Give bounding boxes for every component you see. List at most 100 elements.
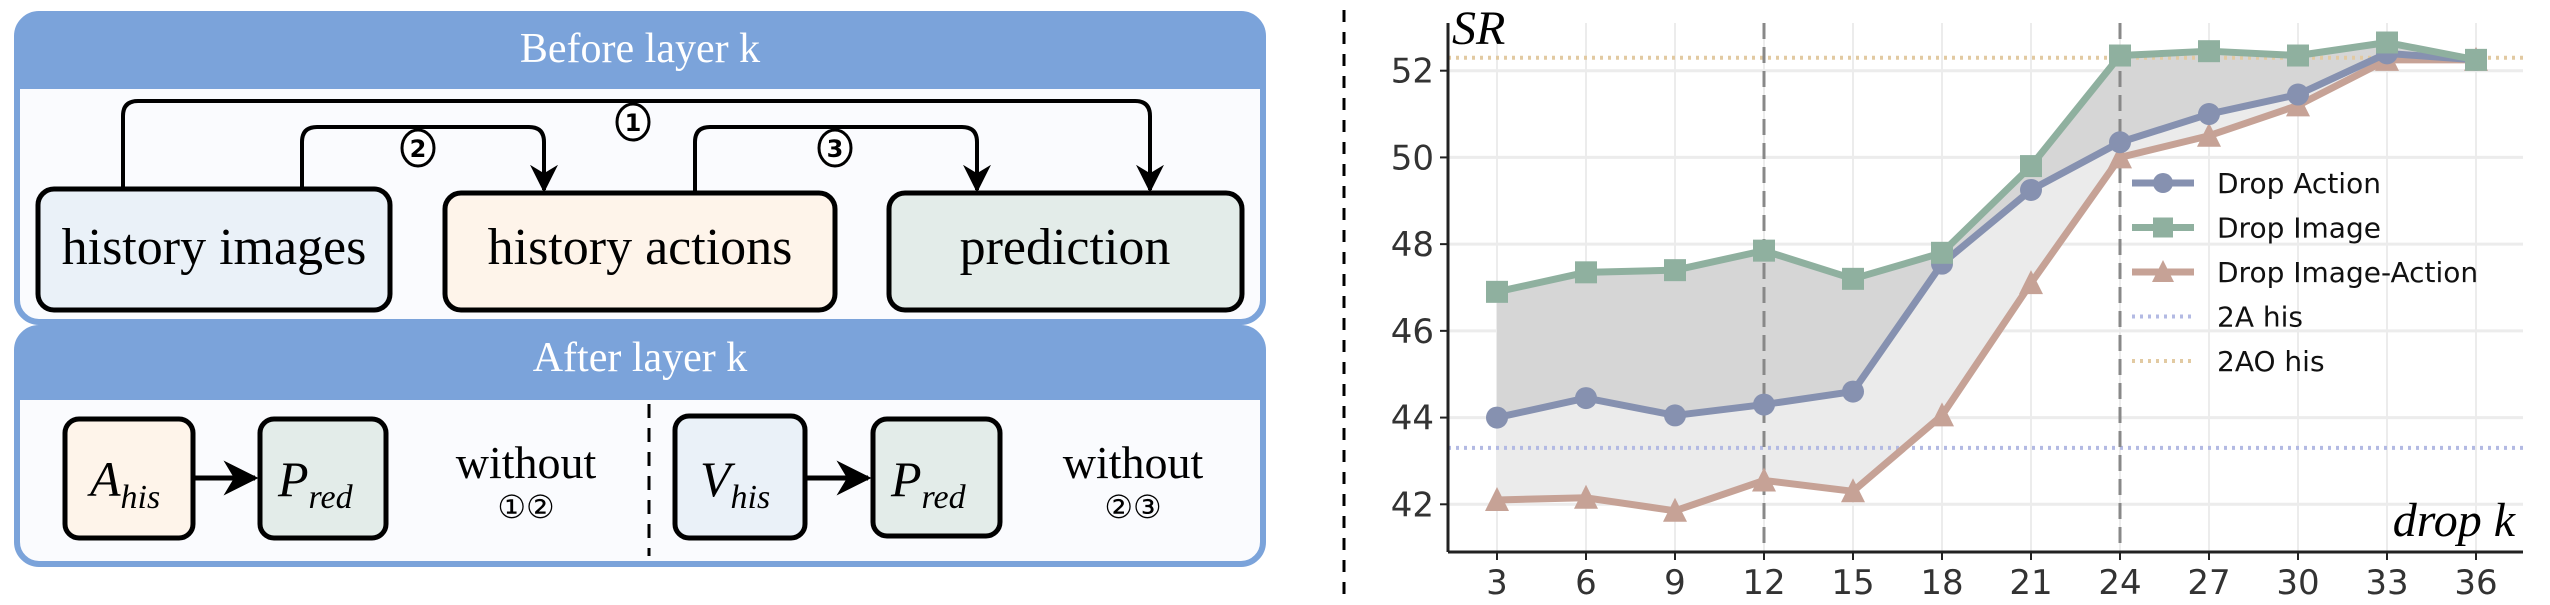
legend-marker — [2152, 260, 2174, 282]
point-drop-image — [2465, 48, 2487, 71]
x-tick-label: 36 — [2454, 563, 2497, 603]
svg-text:Ahis: Ahis — [87, 451, 160, 516]
legend-label: Drop Action — [2217, 167, 2381, 200]
point-drop-image-action — [1485, 486, 1509, 511]
point-drop-image-action — [1663, 497, 1687, 522]
point-drop-action — [2198, 103, 2220, 126]
after-panel: After layer k Ahis Pred without ①② Vhis … — [14, 325, 1266, 567]
legend-item: Drop Image-Action — [2132, 256, 2478, 289]
svg-text:history actions: history actions — [488, 219, 793, 276]
y-axis-label: SR — [1452, 2, 1505, 55]
x-tick-label: 21 — [2009, 563, 2052, 603]
svg-text:Pred: Pred — [277, 451, 354, 516]
fill-image-vs-action — [1497, 42, 2476, 418]
x-tick-label: 27 — [2187, 563, 2230, 603]
point-drop-image — [1486, 280, 1508, 303]
point-drop-image — [2109, 44, 2131, 67]
point-drop-action — [1486, 406, 1508, 429]
x-tick-label: 30 — [2276, 563, 2319, 603]
x-tick-label: 3 — [1486, 563, 1508, 603]
x-tick-label: 6 — [1575, 563, 1597, 603]
without-left-markers: ①② — [497, 488, 554, 526]
without-right: without — [1063, 437, 1204, 488]
point-drop-image-action — [1930, 402, 1954, 427]
box-history-images: history images — [35, 186, 393, 313]
box-p-red-right: Pred — [870, 416, 1003, 539]
legend-item: 2A his — [2132, 301, 2303, 334]
y-tick-label: 42 — [1391, 485, 1434, 525]
svg-text:Vhis: Vhis — [700, 451, 770, 516]
point-drop-image-action — [1752, 467, 1776, 492]
point-drop-image — [2376, 31, 2398, 54]
legend-label: 2A his — [2217, 301, 2303, 334]
point-drop-image-action — [2197, 122, 2221, 147]
marker-2: 2 — [400, 128, 436, 168]
svg-text:history images: history images — [62, 219, 367, 276]
series-line-drop-image-action — [1496, 56, 2476, 515]
point-drop-image-action — [2108, 144, 2132, 169]
legend-item: Drop Action — [2132, 167, 2381, 200]
marker-1: 1 — [615, 102, 651, 142]
box-p-red-left: Pred — [257, 416, 389, 541]
point-drop-action — [1842, 380, 1864, 403]
box-v-his: Vhis — [672, 413, 808, 541]
svg-text:Pred: Pred — [890, 451, 967, 516]
point-drop-action — [1753, 393, 1775, 416]
point-drop-image — [1931, 241, 1953, 264]
arrow-2 — [300, 125, 558, 193]
legend-label: 2AO his — [2217, 345, 2325, 378]
before-panel: Before layer k 1 2 3 history images hist… — [14, 11, 1266, 325]
x-tick-label: 9 — [1664, 563, 1686, 603]
legend-item: Drop Image — [2132, 212, 2381, 245]
x-axis-label: drop k — [2393, 494, 2517, 547]
point-drop-action — [1664, 404, 1686, 427]
svg-text:1: 1 — [625, 109, 642, 137]
y-tick-label: 46 — [1391, 312, 1434, 352]
svg-text:3: 3 — [827, 135, 844, 163]
y-tick-label: 50 — [1391, 138, 1434, 178]
point-drop-image — [1575, 261, 1597, 284]
svg-text:prediction: prediction — [960, 219, 1171, 276]
x-tick-label: 15 — [1831, 563, 1874, 603]
x-tick-label: 33 — [2365, 563, 2408, 603]
point-drop-image-action — [1574, 484, 1598, 509]
marker-3: 3 — [817, 128, 853, 168]
point-drop-image — [1753, 239, 1775, 262]
point-drop-action — [2020, 178, 2042, 201]
x-tick-label: 12 — [1742, 563, 1785, 603]
point-drop-image — [2198, 40, 2220, 63]
y-tick-label: 52 — [1391, 52, 1434, 92]
x-tick-label: 24 — [2098, 563, 2141, 603]
box-history-actions: history actions — [442, 190, 838, 313]
after-title: After layer k — [533, 335, 748, 381]
legend-label: Drop Image-Action — [2217, 256, 2478, 289]
arrow-3 — [693, 125, 991, 193]
point-drop-action — [2109, 131, 2131, 154]
point-drop-image — [2287, 44, 2309, 67]
legend-marker — [2153, 217, 2173, 238]
point-drop-image-action — [2019, 270, 2043, 295]
legend-item: 2AO his — [2132, 345, 2325, 378]
y-tick-label: 48 — [1391, 225, 1434, 265]
without-left: without — [456, 437, 597, 488]
point-drop-action — [2287, 83, 2309, 106]
box-a-his: Ahis — [62, 416, 196, 541]
point-drop-image — [1664, 259, 1686, 282]
legend-marker — [2153, 173, 2173, 193]
point-drop-image-action — [1841, 478, 1865, 503]
svg-text:2: 2 — [410, 135, 427, 163]
series-line-drop-image — [1496, 39, 2477, 296]
before-title: Before layer k — [520, 26, 760, 72]
y-tick-label: 44 — [1391, 399, 1434, 439]
point-drop-image — [2020, 155, 2042, 178]
without-right-markers: ②③ — [1104, 488, 1161, 526]
legend-label: Drop Image — [2217, 212, 2381, 245]
series-line-drop-action — [1496, 49, 2477, 422]
box-prediction: prediction — [886, 190, 1245, 313]
point-drop-image — [1842, 267, 1864, 290]
x-tick-label: 18 — [1920, 563, 1963, 603]
fill-action-vs-image-action — [1497, 53, 2476, 511]
arrow-1 — [121, 99, 1164, 193]
